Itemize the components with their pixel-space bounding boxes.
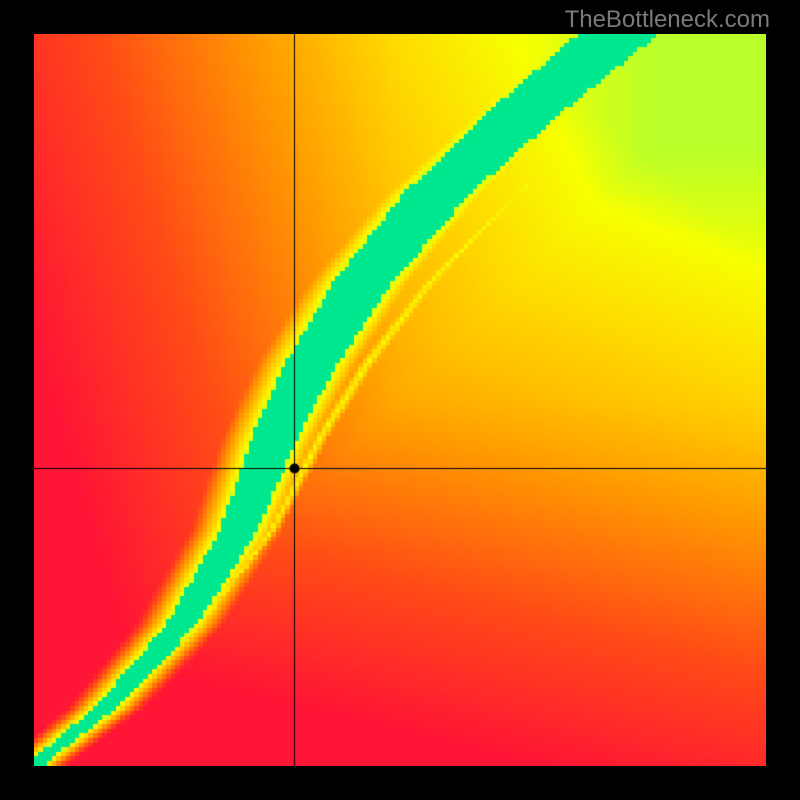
image-root: TheBottleneck.com	[0, 0, 800, 800]
watermark-text: TheBottleneck.com	[565, 6, 770, 34]
bottleneck-heatmap	[34, 34, 766, 766]
